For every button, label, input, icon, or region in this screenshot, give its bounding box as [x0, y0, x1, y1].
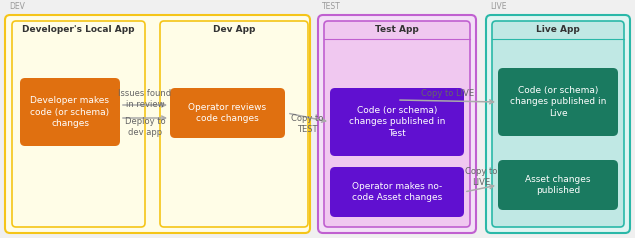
FancyBboxPatch shape: [12, 21, 145, 227]
FancyBboxPatch shape: [170, 88, 285, 138]
FancyBboxPatch shape: [330, 167, 464, 217]
Text: Developer's Local App: Developer's Local App: [22, 25, 135, 35]
FancyBboxPatch shape: [318, 15, 476, 233]
Text: DEV: DEV: [9, 2, 25, 11]
Text: Test App: Test App: [375, 25, 419, 35]
Text: Issues found
in review: Issues found in review: [119, 89, 171, 109]
FancyBboxPatch shape: [498, 68, 618, 136]
Text: Dev App: Dev App: [213, 25, 255, 35]
Text: Copy to
TEST: Copy to TEST: [291, 114, 324, 134]
Text: Developer makes
code (or schema)
changes: Developer makes code (or schema) changes: [30, 96, 110, 128]
FancyBboxPatch shape: [160, 21, 308, 227]
Text: Operator reviews
code changes: Operator reviews code changes: [189, 103, 267, 123]
Text: Deploy to
dev app: Deploy to dev app: [124, 117, 165, 137]
Text: LIVE: LIVE: [490, 2, 507, 11]
Text: Copy to
LIVE: Copy to LIVE: [465, 167, 497, 187]
FancyBboxPatch shape: [5, 15, 310, 233]
FancyBboxPatch shape: [330, 88, 464, 156]
Text: Code (or schema)
changes published in
Live: Code (or schema) changes published in Li…: [510, 86, 606, 118]
Text: Code (or schema)
changes published in
Test: Code (or schema) changes published in Te…: [349, 106, 445, 138]
FancyBboxPatch shape: [498, 160, 618, 210]
FancyBboxPatch shape: [20, 78, 120, 146]
FancyBboxPatch shape: [492, 21, 624, 227]
Text: Operator makes no-
code Asset changes: Operator makes no- code Asset changes: [352, 182, 442, 202]
FancyBboxPatch shape: [324, 21, 470, 227]
Text: Asset changes
published: Asset changes published: [525, 175, 591, 195]
Text: Copy to LIVE: Copy to LIVE: [421, 89, 474, 99]
Text: Live App: Live App: [536, 25, 580, 35]
Text: TEST: TEST: [322, 2, 341, 11]
FancyBboxPatch shape: [486, 15, 630, 233]
